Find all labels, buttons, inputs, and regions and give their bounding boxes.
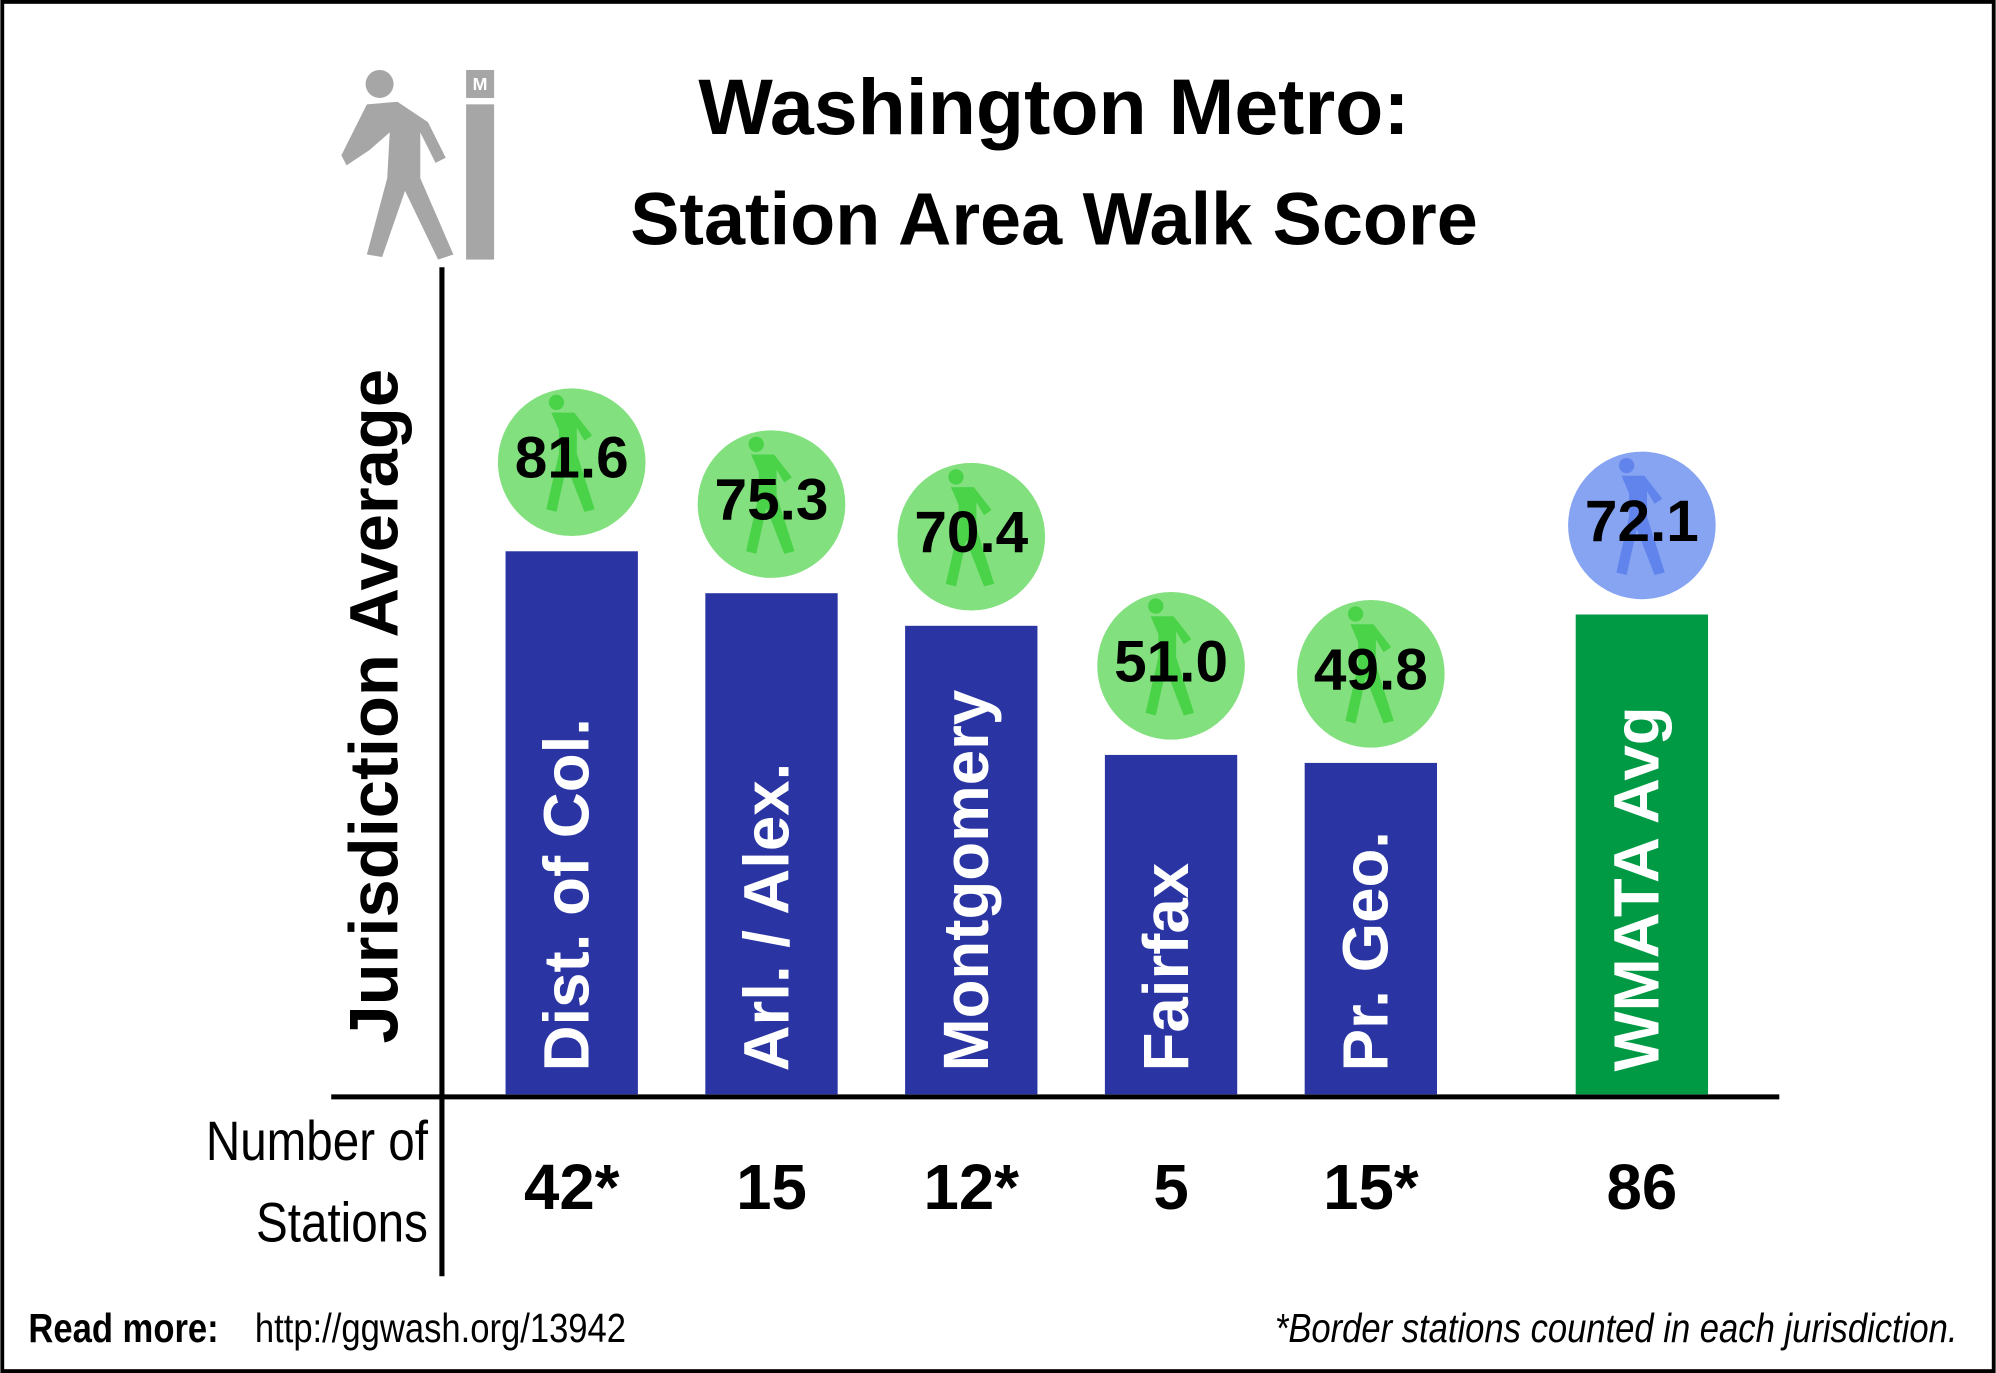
badge-walker	[1345, 606, 1394, 724]
badge-walker	[546, 394, 595, 512]
bar	[1575, 614, 1709, 1095]
station-count: 12*	[924, 1152, 1020, 1223]
walker-head	[1347, 606, 1364, 622]
footnote: *Border stations counted in each jurisdi…	[1275, 1306, 1958, 1351]
bar	[905, 625, 1038, 1095]
walker-body	[546, 412, 595, 512]
bar-category-label: Fairfax	[1131, 863, 1202, 1072]
bar-category-label: Pr. Geo.	[1331, 831, 1402, 1071]
read-more-label: Read more:	[28, 1306, 218, 1351]
value-label: 81.6	[515, 426, 629, 491]
station-count: 15	[736, 1152, 807, 1223]
bar-category-label: Arl. / Alex.	[731, 763, 802, 1072]
walker-body	[1345, 624, 1394, 724]
walker-body	[1616, 475, 1665, 576]
station-count: 86	[1606, 1152, 1677, 1223]
bar-category-label: WMATA Avg	[1602, 706, 1673, 1071]
walker-head	[948, 469, 964, 485]
bar	[1304, 762, 1438, 1095]
value-label: 49.8	[1314, 637, 1428, 702]
station-count: 15*	[1323, 1152, 1419, 1223]
walker-body	[746, 454, 795, 554]
badge-walker	[746, 436, 795, 554]
chart-subtitle: Station Area Walk Score	[630, 178, 1478, 261]
bar	[705, 593, 838, 1095]
station-count: 42*	[524, 1152, 620, 1223]
walker-head	[1148, 598, 1164, 614]
chart-title: Washington Metro:	[698, 63, 1409, 151]
bar	[1104, 754, 1238, 1095]
bar-category-label: Dist. of Col.	[532, 718, 603, 1071]
badge-walker	[1145, 598, 1194, 716]
value-label: 70.4	[914, 500, 1028, 565]
walker-logo: M	[341, 69, 495, 260]
y-axis-label: Jurisdiction Average	[336, 369, 413, 1044]
walker-head	[748, 436, 764, 452]
read-more-url[interactable]: http://ggwash.org/13942	[255, 1306, 626, 1351]
walker-head	[1618, 457, 1635, 474]
badge-walker	[945, 469, 995, 587]
value-label: 72.1	[1585, 489, 1699, 554]
walker-head	[548, 394, 565, 411]
station-count: 5	[1153, 1152, 1188, 1223]
stations-label: Number of	[206, 1110, 429, 1172]
bar	[505, 551, 638, 1095]
badge-walker	[1616, 457, 1665, 576]
stations-label: Stations	[256, 1192, 428, 1254]
bar-category-label: Montgomery	[931, 689, 1002, 1071]
value-label: 75.3	[715, 468, 829, 533]
walker-body	[1145, 616, 1194, 716]
walker-body	[945, 487, 995, 587]
svg-text:M: M	[473, 74, 488, 94]
value-label: 51.0	[1114, 629, 1228, 694]
